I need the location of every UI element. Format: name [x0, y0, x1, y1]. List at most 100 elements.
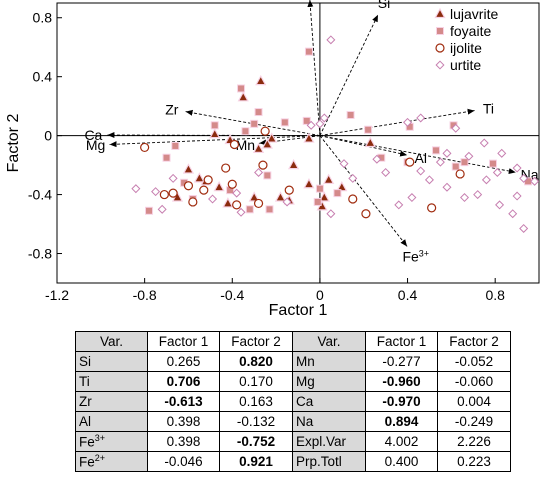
- urtite-point: [315, 119, 325, 129]
- ijolite-point: [229, 139, 240, 150]
- lujavrite-point: [303, 178, 315, 189]
- table-var-cell: Fe2+: [75, 451, 148, 472]
- foyaite-point: [265, 205, 274, 214]
- foyaite-point: [162, 153, 171, 162]
- ijolite-point: [253, 198, 264, 209]
- table-value-cell: 4.002: [365, 431, 438, 452]
- sample-points: [131, 35, 540, 233]
- urtite-point: [519, 173, 529, 183]
- urtite-point: [519, 223, 529, 233]
- plot-frame: [56, 2, 540, 284]
- urtite-point: [407, 193, 417, 203]
- urtite-point: [492, 167, 502, 177]
- foyaite-point: [432, 146, 441, 155]
- urtite-point: [236, 207, 246, 217]
- foyaite-point: [333, 189, 342, 198]
- lujavrite-point: [364, 136, 376, 148]
- urtite-point: [508, 209, 518, 219]
- urtite-point: [372, 154, 382, 164]
- legend-label-foyaite: foyaite: [450, 23, 491, 39]
- lujavrite-point: [209, 127, 221, 139]
- urtite-point: [157, 204, 167, 214]
- legend-marker-ijolite: [435, 43, 445, 53]
- table-value-cell: 0.400: [365, 451, 438, 472]
- axis-ticks: -1.2 -0.8 -0.4 0 0.4 0.8 0.8 0.4 0 -0.4 -0.8: [28, 10, 505, 303]
- vector-na: [319, 135, 516, 174]
- y-tick-label: 0: [44, 128, 52, 144]
- ijolite-point: [258, 160, 268, 170]
- table-value-cell: 0.921: [219, 451, 293, 472]
- table-value-cell: -0.046: [147, 451, 220, 472]
- urtite-point: [403, 117, 413, 127]
- urtite-point: [442, 182, 452, 192]
- table-value-cell: -0.752: [219, 431, 293, 452]
- foyaite-point: [346, 111, 355, 119]
- table-var-cell: Zr: [75, 391, 148, 412]
- table-header-cell: Var.: [75, 331, 148, 352]
- legend-label-ijolite: ijolite: [450, 40, 482, 56]
- foyaite-point: [460, 158, 469, 167]
- urtite-point: [254, 167, 264, 177]
- table-var-cell: Si: [75, 351, 148, 372]
- table-row: Fe2+ -0.046 0.921 Prp.Totl 0.400 0.223: [75, 451, 511, 472]
- urtite-point: [495, 200, 505, 210]
- ijolite-point: [455, 169, 465, 179]
- lujavrite-point: [274, 191, 287, 202]
- x-tick-label: -0.4: [220, 287, 244, 303]
- table-value-cell: 0.398: [147, 411, 220, 432]
- urtite-point: [416, 166, 426, 176]
- urtite-point: [442, 148, 452, 158]
- urtite-point: [530, 176, 540, 186]
- y-tick-label: 0.4: [33, 69, 53, 85]
- urtite-point: [282, 197, 292, 207]
- foyaite-point: [263, 171, 272, 180]
- x-tick-label: 0: [316, 287, 324, 303]
- foyaite-point: [313, 197, 322, 206]
- table-value-cell: -0.249: [437, 411, 511, 432]
- foyaite-point: [280, 118, 289, 127]
- foyaite-point: [145, 206, 154, 215]
- vector-label: Ti: [483, 101, 494, 117]
- urtite-point: [319, 113, 329, 123]
- table-row: Fe3+ 0.398 -0.752 Expl.Var 4.002 2.226: [75, 431, 511, 452]
- ijolite-point: [199, 185, 209, 195]
- lujavrite-point: [288, 158, 300, 170]
- urtite-point: [306, 120, 316, 130]
- lujavrite-point: [222, 197, 234, 208]
- lujavrite-point: [237, 91, 249, 102]
- lujavrite-point: [336, 180, 348, 192]
- table-value-cell: -0.052: [437, 351, 511, 372]
- table-var-cell: Al: [75, 411, 148, 432]
- ijolite-point: [284, 185, 294, 195]
- lujavrite-point: [323, 173, 335, 184]
- y-tick-label: -0.4: [28, 187, 52, 203]
- foyaite-point: [364, 125, 373, 134]
- table-row: Al 0.398 -0.132 Na 0.894 -0.249: [75, 411, 511, 432]
- urtite-point: [424, 175, 434, 185]
- table-header-row: Var. Factor 1 Factor 2 Var. Factor 1 Factor 2: [75, 331, 511, 352]
- table-value-cell: -0.613: [147, 391, 220, 412]
- lujavrite-point: [248, 191, 260, 202]
- table-value-cell: Factor 1: [365, 331, 438, 352]
- x-tick-label: 0.4: [398, 287, 418, 303]
- vector-label: Mg: [86, 137, 105, 153]
- table-value-cell: 0.706: [147, 371, 220, 392]
- vector-label: Fe3+: [402, 249, 429, 265]
- table-value-cell: -0.060: [437, 371, 511, 392]
- foyaite-point: [451, 162, 460, 171]
- legend-marker-lujavrite: [434, 7, 446, 19]
- urtite-point: [512, 191, 522, 201]
- ijolite-point: [361, 209, 371, 219]
- urtite-point: [416, 113, 426, 123]
- urtite-point: [232, 188, 242, 198]
- vector-label: Zr: [165, 101, 179, 117]
- foyaite-point: [254, 108, 263, 117]
- table-var-cell: Mg: [292, 371, 366, 392]
- urtite-point: [151, 187, 161, 197]
- urtite-point: [381, 167, 391, 177]
- x-tick-label: -1.2: [45, 287, 69, 303]
- table-row: Ti 0.706 0.170 Mg -0.960 -0.060: [75, 371, 511, 392]
- lujavrite-point: [252, 142, 265, 153]
- vector-label: Al: [415, 150, 427, 166]
